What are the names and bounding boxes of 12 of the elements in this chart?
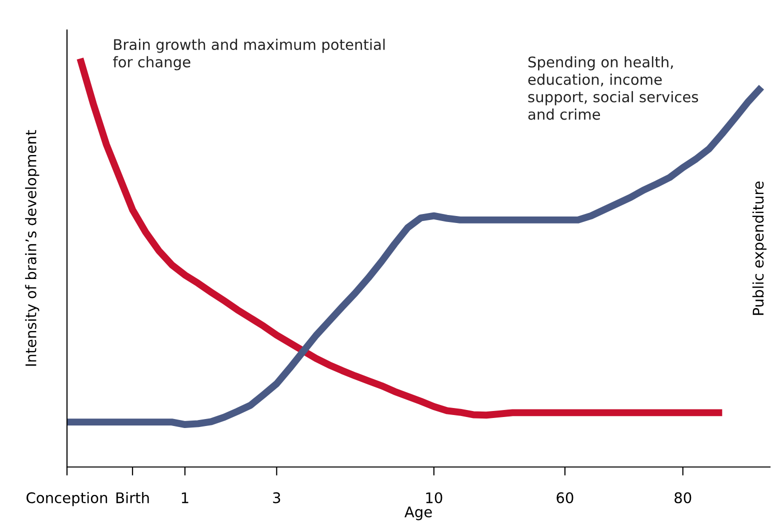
x-tick-label: 60	[556, 492, 574, 504]
x-tick-label: Conception	[26, 492, 108, 506]
y-axis-title: Intensity of brain’s development	[25, 130, 40, 366]
x-axis-title: Age	[404, 506, 432, 520]
x-tick-label: 3	[273, 492, 280, 504]
y2-axis-title: Public expenditure	[752, 182, 767, 315]
x-tick-label: 10	[426, 492, 442, 504]
x-tick-label: 80	[674, 492, 692, 504]
x-tick-label: 1	[182, 492, 188, 504]
series-label: Brain growth and maximum potential for change	[113, 38, 385, 70]
x-tick-label: Birth	[116, 492, 149, 504]
series-label: Spending on health, education, income support, social services and crime	[528, 56, 698, 120]
